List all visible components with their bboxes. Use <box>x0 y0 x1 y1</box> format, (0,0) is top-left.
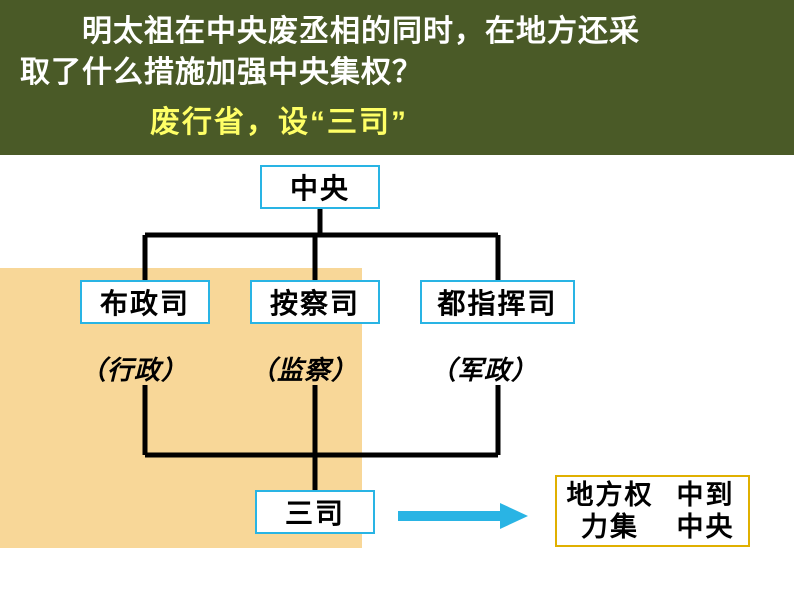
arrow-right-icon <box>398 501 528 531</box>
question-text: 明太祖在中央废丞相的同时，在地方还采 取了什么措施加强中央集权？ <box>20 12 774 93</box>
node-central: 中央 <box>260 165 380 209</box>
func-label-2: （军政） <box>430 350 538 387</box>
org-diagram: 中央布政司 （行政） 按察司 （监察） 都指挥司 （军政） 三司 地方权力集中到中央 <box>0 155 794 595</box>
header-banner: 明太祖在中央废丞相的同时，在地方还采 取了什么措施加强中央集权？ 废行省，设“三… <box>0 0 794 155</box>
node-branch-0: 布政司 <box>80 280 210 324</box>
question-line2: 取了什么措施加强中央集权？ <box>20 56 423 89</box>
result-line1: 地方权力集 <box>557 479 663 544</box>
answer-text: 废行省，设“三司” <box>150 97 774 141</box>
result-line2: 中到中央 <box>663 479 748 544</box>
func-label-0: （行政） <box>80 350 188 387</box>
question-line1: 明太祖在中央废丞相的同时，在地方还采 <box>20 15 640 48</box>
node-result: 地方权力集中到中央 <box>555 475 750 547</box>
func-label-1: （监察） <box>250 350 358 387</box>
node-branch-2: 都指挥司 <box>420 280 575 324</box>
node-sansi: 三司 <box>255 490 375 534</box>
node-branch-1: 按察司 <box>250 280 380 324</box>
